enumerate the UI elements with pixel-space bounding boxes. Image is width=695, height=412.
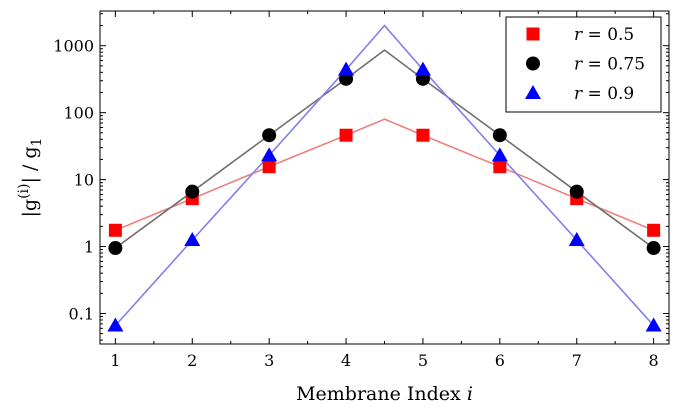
data-point-square	[493, 160, 507, 174]
data-point-square	[339, 128, 353, 142]
data-point-circle	[262, 128, 277, 143]
legend-label: r = 0.75	[574, 55, 645, 75]
data-point-circle	[185, 184, 200, 199]
x-tick-label: 5	[418, 351, 428, 370]
x-tick-label: 2	[187, 351, 197, 370]
legend-marker-circle	[526, 56, 540, 71]
data-point-circle	[646, 241, 661, 256]
data-point-circle	[569, 184, 584, 199]
series-line-circle	[114, 49, 655, 249]
data-point-triangle	[107, 317, 124, 332]
data-point-triangle	[491, 147, 508, 162]
x-tick-label: 6	[495, 351, 505, 370]
data-point-square	[108, 223, 122, 237]
y-tick-label: 100	[63, 104, 94, 123]
x-axis-label: Membrane Index i	[296, 383, 473, 405]
axis-ticks	[100, 11, 669, 344]
x-tick-label: 8	[649, 351, 659, 370]
series-line-square	[115, 118, 654, 232]
y-axis-label: |g(i)| / g1	[16, 138, 45, 218]
data-point-triangle	[414, 61, 431, 76]
y-tick-label: 0.1	[69, 304, 94, 323]
x-tick-label: 7	[572, 351, 582, 370]
series-markers	[107, 61, 662, 332]
data-point-triangle	[338, 61, 355, 76]
y-tick-label: 1000	[53, 37, 94, 56]
y-tick-label: 1	[84, 238, 94, 257]
series-lines	[114, 24, 655, 327]
legend-marker-square	[526, 27, 540, 41]
series-line-triangle	[114, 24, 655, 327]
x-tick-label: 4	[341, 351, 351, 370]
data-point-circle	[492, 128, 507, 143]
data-point-square	[416, 128, 430, 142]
legend-label: r = 0.9	[574, 84, 634, 104]
tick-labels: 1 2 3 4 5 6 7 8 0.1 1 10 100 1000	[53, 37, 658, 370]
x-tick-label: 3	[264, 351, 274, 370]
legend: r = 0.5 r = 0.75 r = 0.9	[505, 16, 662, 113]
x-tick-label: 1	[110, 351, 120, 370]
data-point-triangle	[261, 147, 278, 162]
data-point-triangle	[568, 232, 585, 247]
legend-marker-triangle	[525, 85, 541, 99]
y-tick-label: 10	[74, 171, 94, 190]
data-point-circle	[108, 241, 123, 256]
legend-label: r = 0.5	[574, 25, 634, 45]
data-point-triangle	[645, 317, 662, 332]
data-point-square	[647, 223, 661, 237]
data-point-triangle	[184, 232, 201, 247]
data-point-square	[262, 160, 276, 174]
